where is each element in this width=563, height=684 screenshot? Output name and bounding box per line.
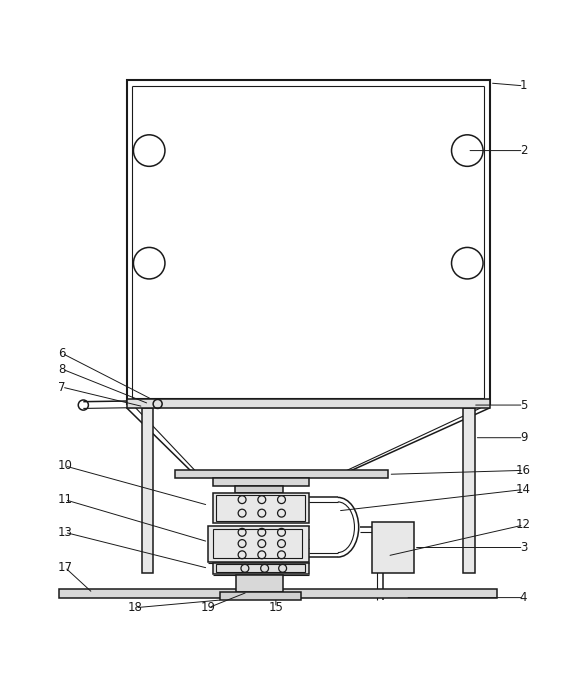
Text: 2: 2 [520,144,528,157]
Text: 11: 11 [57,493,72,506]
Text: 18: 18 [128,601,142,614]
Bar [127,399,490,408]
Text: 8: 8 [58,363,66,376]
Bar [213,493,309,523]
Bar [236,575,283,592]
Text: 1: 1 [520,79,528,92]
Bar [235,486,283,493]
Bar [372,522,414,573]
Text: 6: 6 [58,347,66,360]
Text: 19: 19 [201,601,216,614]
Text: 15: 15 [269,601,283,614]
Bar [216,564,305,573]
Bar [213,478,309,486]
Text: 12: 12 [516,518,531,531]
Text: 4: 4 [520,591,528,604]
Bar [463,408,475,573]
Text: 14: 14 [516,483,531,496]
Text: 16: 16 [516,464,531,477]
Bar [208,525,309,562]
Bar [142,408,153,573]
Bar [216,495,305,521]
Text: 13: 13 [57,526,72,539]
Text: 3: 3 [520,541,528,554]
Bar [213,529,302,558]
Bar [175,471,388,478]
Text: 7: 7 [58,380,66,393]
Bar [59,589,497,598]
Text: 9: 9 [520,431,528,444]
Bar [127,80,490,404]
Text: 5: 5 [520,399,528,412]
Text: 10: 10 [57,460,72,473]
Bar [213,563,309,574]
Text: 17: 17 [57,561,72,574]
Bar [220,592,301,600]
